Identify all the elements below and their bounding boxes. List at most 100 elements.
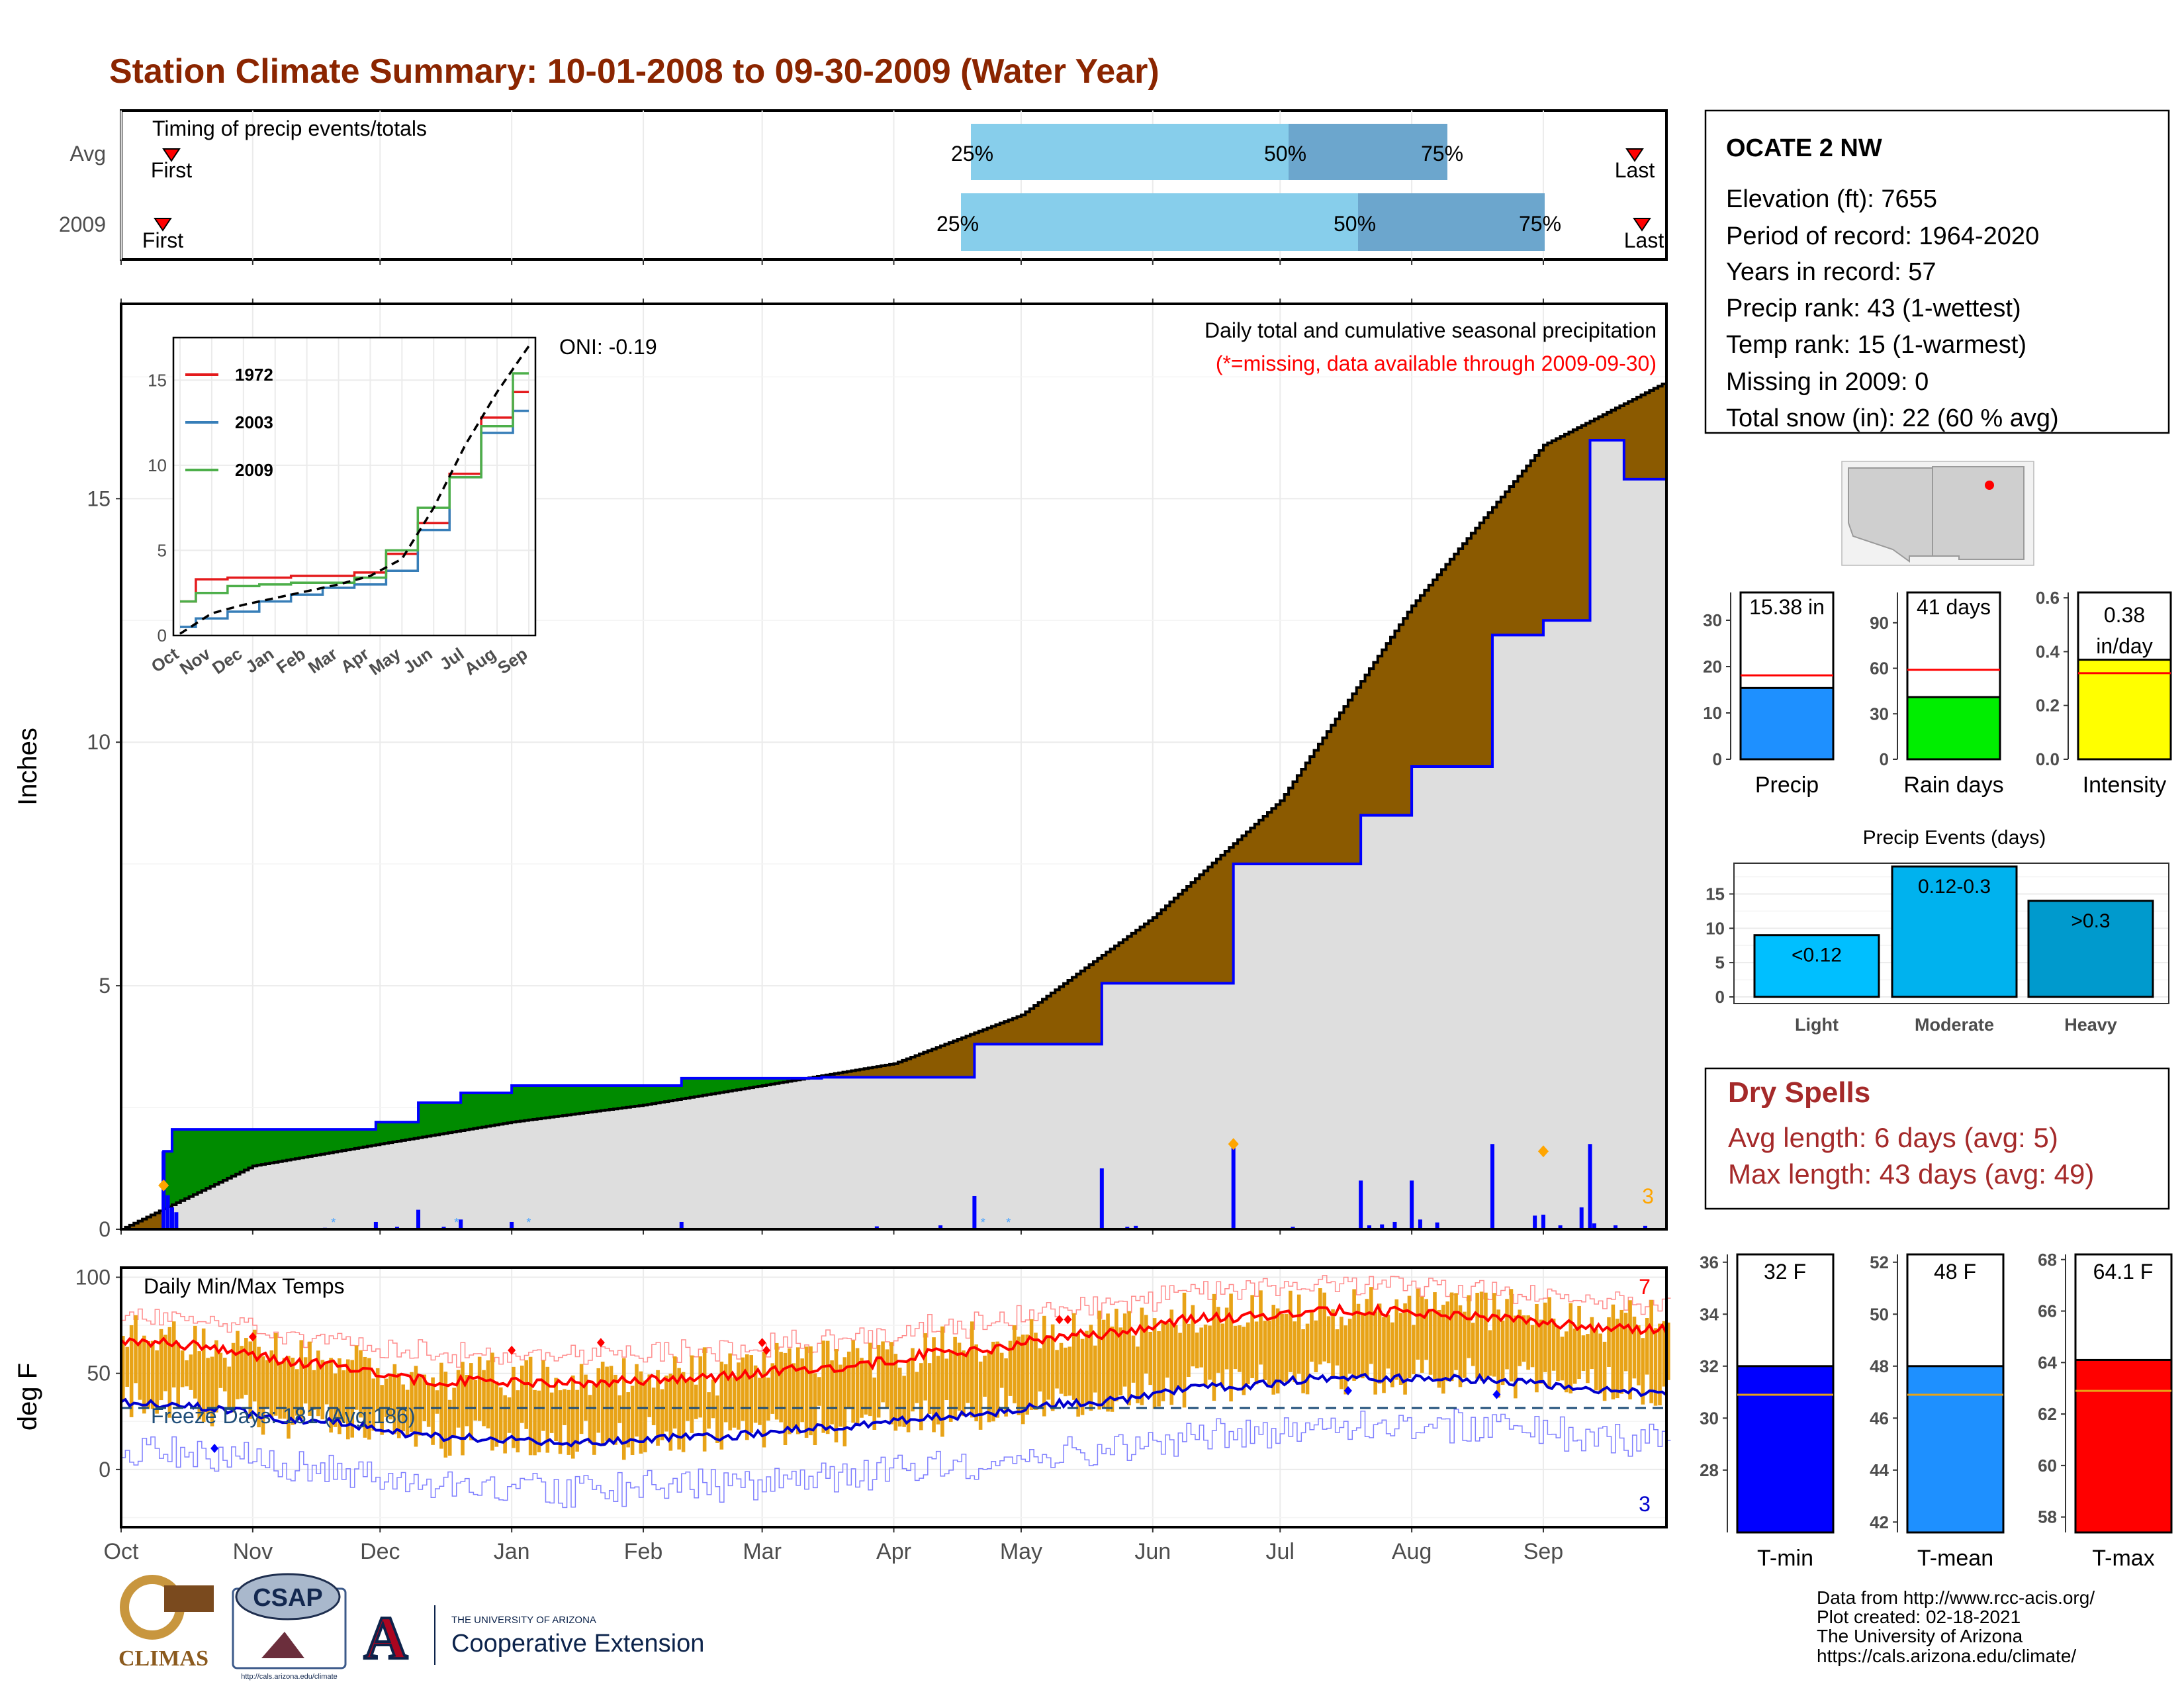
daily-temp-range-bar xyxy=(885,1349,889,1407)
mini-intensity-y-tick-label: 0.2 xyxy=(2036,696,2060,716)
daily-temp-range-bar xyxy=(1071,1313,1076,1400)
daily-temp-range-bar xyxy=(456,1370,461,1428)
observed-cumulative-line xyxy=(121,439,1668,1231)
daily-temp-range-bar xyxy=(431,1377,435,1445)
daily-temp-range-bar xyxy=(1572,1328,1577,1384)
daily-temp-range-bar xyxy=(570,1375,575,1459)
temp-y-tick-label: 100 xyxy=(75,1266,111,1289)
daily-precip-bar xyxy=(1588,1144,1592,1229)
daily-temp-range-bar xyxy=(1182,1292,1187,1408)
daily-temp-range-bar xyxy=(443,1372,448,1458)
daily-temp-range-bar xyxy=(948,1350,953,1423)
mini-rain-days-y-tick-label: 30 xyxy=(1870,704,1889,724)
daily-temp-range-bar xyxy=(1173,1325,1178,1391)
timing-2009-p25: 25% xyxy=(936,212,979,236)
daily-temp-range-bar xyxy=(897,1368,902,1427)
daily-temp-range-bar xyxy=(728,1353,732,1430)
daily-temp-range-bar xyxy=(1055,1350,1059,1389)
daily-temp-range-bar xyxy=(876,1344,881,1418)
daily-temp-range-bar xyxy=(1645,1318,1649,1375)
daily-temp-range-bar xyxy=(520,1365,524,1423)
daily-temp-range-bar xyxy=(1169,1309,1174,1405)
daily-temp-range-bar xyxy=(1420,1296,1424,1373)
daily-temp-range-bar xyxy=(796,1347,800,1434)
record-low-marker xyxy=(210,1443,219,1453)
mini-precip-bar xyxy=(1739,686,1835,761)
daily-temp-range-bar xyxy=(1122,1313,1127,1387)
month-label-jan: Jan xyxy=(494,1539,530,1564)
daily-temp-range-bar xyxy=(1008,1340,1013,1396)
daily-temp-range-bar xyxy=(1403,1303,1407,1395)
daily-temp-range-bar xyxy=(864,1362,868,1415)
daily-temp-range-bar xyxy=(482,1370,486,1427)
daily-temp-range-bar xyxy=(125,1346,130,1387)
mini-intensity-unit: in/day xyxy=(2096,634,2152,658)
daily-temp-range-bar xyxy=(1424,1299,1428,1360)
record-precip-marker xyxy=(1228,1138,1239,1150)
daily-temp-range-bar xyxy=(350,1360,355,1438)
events-bar-label: <0.12 xyxy=(1792,945,1842,966)
daily-temp-range-bar xyxy=(563,1389,567,1425)
daily-temp-range-bar xyxy=(473,1380,478,1421)
month-label-nov: Nov xyxy=(233,1539,273,1564)
precip-events-chart: Precip Events (days) <0.12 0.12-0.3 >0.3 0… xyxy=(1706,827,2169,1035)
daily-temp-range-bar xyxy=(516,1390,520,1453)
daily-temp-range-bar xyxy=(1076,1333,1080,1417)
timing-2009-last-marker xyxy=(1633,218,1651,232)
daily-temp-range-bar xyxy=(545,1366,550,1453)
daily-temp-range-bar xyxy=(626,1392,630,1448)
daily-temp-range-bar xyxy=(1463,1311,1467,1378)
missing-marker: * xyxy=(454,1216,459,1229)
daily-temp-range-bar xyxy=(1275,1308,1280,1394)
daily-temp-range-bar xyxy=(1093,1345,1097,1393)
daily-temp-range-bar xyxy=(1089,1325,1093,1411)
temp-bar-t-min-label: T-min xyxy=(1757,1546,1813,1571)
daily-temp-range-bar xyxy=(490,1352,494,1451)
daily-temp-range-bar xyxy=(150,1340,155,1409)
daily-temp-range-bar xyxy=(1216,1307,1220,1373)
precip-y-tick-label: 0 xyxy=(99,1217,111,1241)
daily-temp-range-bar xyxy=(185,1360,189,1387)
daily-temp-range-bar xyxy=(1666,1322,1670,1380)
daily-temp-range-bar xyxy=(962,1350,966,1417)
daily-temp-range-bar xyxy=(1195,1333,1199,1369)
daily-temp-range-bar xyxy=(567,1389,571,1455)
daily-temp-range-bar xyxy=(690,1355,694,1433)
daily-precip-bar xyxy=(1359,1180,1363,1229)
daily-temp-range-bar xyxy=(554,1378,558,1442)
station-info-box: OCATE 2 NW Elevation (ft): 7655 Period o… xyxy=(1704,109,2170,434)
daily-temp-range-bar xyxy=(1314,1320,1318,1373)
events-title: Precip Events (days) xyxy=(1863,827,2046,849)
daily-temp-range-bar xyxy=(1398,1313,1403,1385)
daily-temp-range-bar xyxy=(1340,1317,1343,1389)
events-y-tick-label: 10 xyxy=(1706,918,1725,938)
record-precip-marker xyxy=(1537,1145,1549,1158)
daily-temp-range-bar xyxy=(779,1352,783,1423)
daily-temp-range-bar xyxy=(860,1358,864,1418)
daily-temp-range-bar xyxy=(1632,1316,1637,1379)
daily-temp-range-bar xyxy=(953,1336,957,1418)
daily-temp-range-bar xyxy=(741,1357,745,1421)
daily-temp-range-bar xyxy=(770,1363,775,1414)
daily-temp-range-bar xyxy=(1416,1288,1420,1360)
daily-temp-range-bar xyxy=(1607,1317,1611,1368)
daily-temp-range-bar xyxy=(240,1346,244,1399)
daily-temp-range-bar xyxy=(418,1377,422,1436)
daily-temp-range-bar xyxy=(1369,1287,1373,1364)
daily-temp-range-bar xyxy=(745,1354,749,1440)
daily-precip-bar xyxy=(1134,1225,1138,1229)
daily-temp-range-bar xyxy=(426,1383,431,1427)
daily-temp-range-bar xyxy=(1110,1326,1115,1412)
daily-temp-range-bar xyxy=(1590,1317,1594,1370)
daily-temp-range-bar xyxy=(1619,1309,1624,1394)
daily-temp-range-bar xyxy=(252,1329,257,1402)
daily-temp-range-bar xyxy=(762,1352,766,1448)
locator-map xyxy=(1841,461,2034,566)
daily-temp-range-bar xyxy=(142,1335,146,1414)
daily-temp-range-bar xyxy=(575,1389,579,1452)
daily-temp-range-bar xyxy=(138,1341,142,1400)
precip-y-tick-label: 5 xyxy=(99,974,111,998)
daily-temp-range-bar xyxy=(817,1377,821,1406)
daily-temp-range-bar xyxy=(893,1354,898,1431)
